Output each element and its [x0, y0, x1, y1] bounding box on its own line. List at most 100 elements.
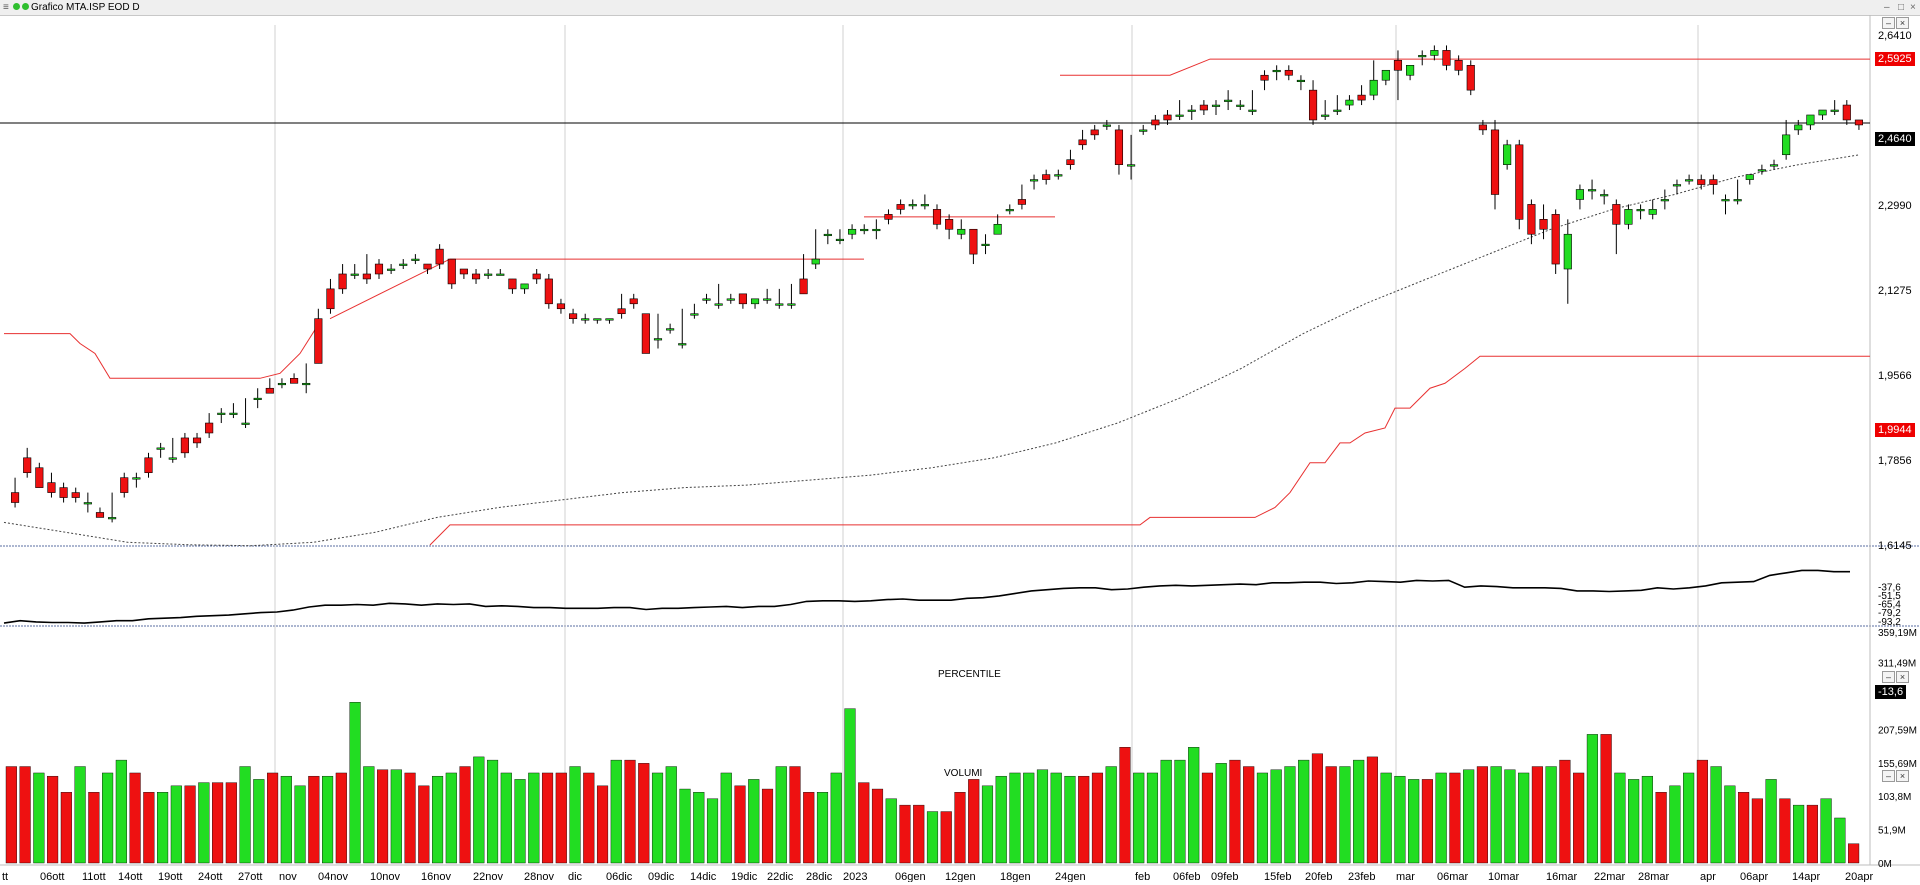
candle-body-135	[1648, 209, 1657, 215]
volume-bar-121	[1669, 785, 1681, 864]
x-tick-label-11: 22nov	[473, 871, 503, 882]
x-tick-label-29: 20feb	[1305, 871, 1333, 882]
volume-bar-27	[377, 769, 389, 864]
chart-svg[interactable]: 2,6410 2,2990 2,1275 1,9566 1,7856 1,6145 -37,…	[0, 15, 1920, 883]
candle-body-113	[1381, 69, 1390, 81]
volume-bar-120	[1655, 792, 1667, 864]
candle-body-17	[217, 412, 226, 415]
candle-body-37	[459, 268, 468, 275]
chart-area[interactable]: 2,6410 2,2990 2,1275 1,9566 1,7856 1,6145 -37,…	[0, 15, 1920, 883]
x-tick-label-16: 14dic	[690, 871, 717, 882]
volume-bar-78	[1078, 775, 1090, 864]
close-icon[interactable]: ×	[1910, 2, 1916, 13]
candle-body-65	[799, 278, 808, 295]
volume-bar-98	[1353, 759, 1365, 864]
volume-bar-20	[280, 775, 292, 864]
candle-body-42	[520, 283, 529, 290]
candle-body-150	[1830, 109, 1839, 112]
volume-bar-31	[431, 775, 444, 864]
candle-body-83	[1017, 199, 1026, 205]
volume-bar-130	[1793, 804, 1805, 864]
volume-bar-124	[1710, 766, 1722, 864]
volume-bar-69	[954, 792, 966, 864]
volume-bar-87	[1201, 772, 1214, 864]
x-tick-label-0: tt	[2, 871, 8, 882]
x-tick-label-2: 11ott	[82, 871, 106, 882]
lower-level-tag: 1,9944	[1875, 423, 1915, 437]
x-tick-label-35: 22mar	[1594, 871, 1626, 882]
volume-bar-29	[404, 772, 416, 864]
x-tick-label-36: 28mar	[1638, 871, 1670, 882]
upper-level-tag: 2,5925	[1875, 52, 1915, 66]
menu-icon[interactable]: ≡	[3, 2, 9, 13]
price-tick-label-2: 2,1275	[1878, 285, 1912, 297]
volume-bar-21	[294, 785, 306, 864]
volume-tick-label-5: 51,9M	[1878, 826, 1906, 837]
volumi-panel-close-button[interactable]: ×	[1896, 770, 1909, 782]
percentile-panel-minimize-button[interactable]: –	[1882, 671, 1895, 683]
candle-body-137	[1672, 184, 1682, 187]
candle-body-51	[629, 298, 638, 305]
volume-bar-53	[734, 785, 746, 864]
volume-bar-7	[102, 772, 114, 864]
candle-body-7	[95, 512, 105, 518]
volume-bar-126	[1738, 792, 1750, 864]
candle-body-95	[1163, 114, 1172, 121]
volume-bar-122	[1683, 772, 1695, 864]
volume-bar-75	[1036, 769, 1049, 864]
candle-body-0	[11, 492, 20, 503]
x-tick-label-15: 09dic	[648, 871, 675, 882]
price-panel-close-button[interactable]: ×	[1896, 17, 1909, 29]
percentile-tick-label-3: -79,2	[1878, 608, 1901, 619]
candle-body-77	[945, 219, 954, 230]
x-tick-label-19: 28dic	[806, 871, 833, 882]
volume-bar-23	[322, 775, 334, 864]
x-tick-label-3: 14ott	[118, 871, 142, 882]
volume-bar-118	[1628, 779, 1640, 864]
volume-bar-51	[706, 798, 719, 864]
x-tick-label-32: 06mar	[1437, 871, 1469, 882]
candle-body-22	[277, 382, 287, 386]
x-tick-label-8: 04nov	[318, 871, 348, 882]
x-tick-label-40: 20apr	[1845, 871, 1873, 882]
candle-body-60	[738, 293, 747, 305]
candle-body-12	[156, 447, 165, 450]
candle-body-138	[1685, 179, 1694, 182]
volume-bar-133	[1834, 817, 1846, 864]
candle-body-139	[1697, 179, 1706, 185]
x-tick-label-38: 06apr	[1740, 871, 1768, 882]
volume-bar-77	[1064, 775, 1076, 864]
volume-bar-108	[1490, 766, 1502, 864]
candle-body-149	[1818, 109, 1827, 116]
price-panel-minimize-button[interactable]: –	[1882, 17, 1895, 29]
maximize-icon[interactable]: □	[1898, 2, 1905, 13]
volume-bar-106	[1463, 769, 1475, 864]
percentile-tick-label-1: -51,5	[1878, 591, 1901, 602]
candle-body-117	[1430, 50, 1439, 56]
candle-body-88	[1078, 139, 1087, 146]
trailing-stop-line-1	[4, 318, 323, 379]
volume-bar-91	[1256, 772, 1269, 864]
price-tick-label-0: 2,6410	[1878, 30, 1912, 42]
x-tick-label-10: 16nov	[421, 871, 451, 882]
x-tick-label-26: 06feb	[1173, 871, 1201, 882]
volume-bar-128	[1765, 779, 1777, 864]
minimize-icon[interactable]: –	[1884, 2, 1890, 13]
percentile-panel-close-button[interactable]: ×	[1896, 671, 1909, 683]
candle-body-130	[1587, 189, 1597, 192]
volume-bar-9	[129, 772, 141, 864]
volume-bar-5	[74, 766, 86, 864]
price-tick-label-1: 2,2990	[1878, 200, 1912, 212]
volumi-panel-minimize-button[interactable]: –	[1882, 770, 1895, 782]
candle-body-44	[544, 278, 553, 305]
volume-bar-72	[995, 775, 1007, 864]
volume-bar-113	[1559, 759, 1571, 864]
candle-body-101	[1236, 104, 1245, 107]
volume-bar-46	[638, 763, 650, 864]
price-tick-label-3: 1,9566	[1878, 370, 1912, 382]
candle-body-31	[387, 268, 396, 271]
candle-body-76	[932, 209, 942, 225]
volume-bar-117	[1614, 772, 1626, 864]
candle-body-131	[1600, 194, 1609, 197]
candle-body-90	[1102, 124, 1111, 127]
